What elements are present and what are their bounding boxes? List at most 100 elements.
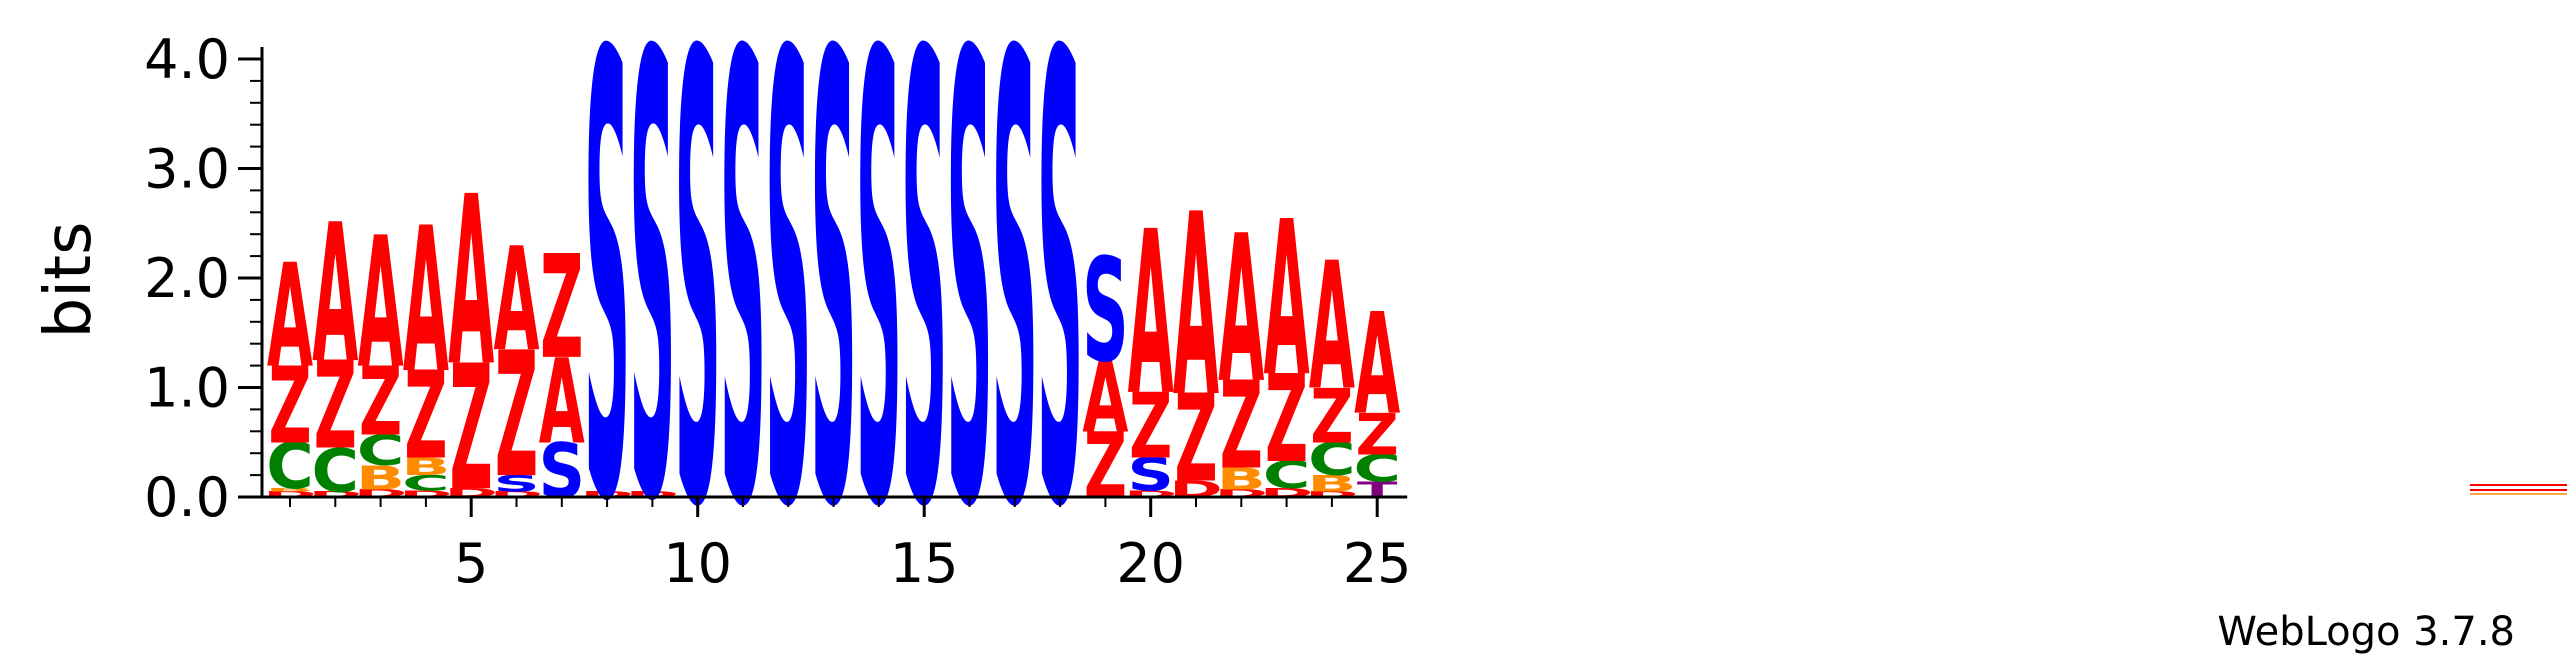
logo-letter-S: S [493, 471, 540, 497]
logo-letter-C: C [1353, 448, 1400, 491]
logo-column-14: S [856, 0, 903, 643]
y-tick-label: 2.0 [144, 247, 230, 310]
logo-letter-Z: Z [1310, 372, 1353, 460]
weblogo-credit: WebLogo 3.7.8 [2217, 609, 2515, 655]
logo-letter-Z: Z [268, 346, 311, 468]
logo-letter-S: S [901, 0, 948, 643]
y-axis: 0.0 1.0 2.0 3.0 4.0 [144, 28, 264, 529]
logo-letter-S: S [765, 0, 812, 643]
logo-letter-D: D [1124, 489, 1178, 500]
logo-letter-C: C [402, 471, 449, 495]
logo-letter-D: D [308, 490, 362, 499]
y-tick-label: 4.0 [144, 28, 230, 91]
logo-letter-A: A [312, 185, 358, 406]
logo-letter-A: A [1354, 284, 1400, 447]
logo-letter-Z: Z [1129, 374, 1172, 479]
y-tick-label: 0.0 [144, 466, 230, 529]
logo-letter-A: A [267, 234, 313, 400]
logo-letter-Z: Z [1265, 351, 1308, 490]
logo-letter-S: S [1037, 0, 1084, 643]
logo-letter-B: B [401, 453, 450, 481]
logo-letter-A: A [1218, 193, 1264, 429]
logo-letter-S: S [1127, 449, 1174, 501]
logo-letter-D: D [626, 490, 680, 499]
logo-letter-D: D [1305, 490, 1359, 499]
logo-letter-A: A [1082, 342, 1128, 455]
logo-letter-Z: Z [404, 347, 447, 486]
logo-column-8: DS [580, 0, 634, 635]
logo-column-12: S [765, 0, 812, 643]
logo-letter-A: A [358, 199, 404, 408]
logo-letter-C: C [312, 436, 359, 506]
logo-column-5: DZA [444, 147, 498, 529]
logo-letter-D: D [399, 489, 453, 500]
logo-column-21: DZA [1169, 160, 1223, 509]
logo-letter-D: D [263, 490, 317, 499]
logo-letter-A: A [493, 217, 539, 383]
logo-letter-C: C [357, 426, 404, 475]
y-tick-label: 3.0 [144, 138, 230, 201]
y-axis-label: bits [32, 222, 106, 339]
logo-letter-Z: Z [314, 337, 357, 476]
logo-letter-S: S [584, 0, 631, 635]
logo-letter-C: C [266, 431, 313, 504]
logo-letter-B: B [265, 487, 314, 492]
logo-column-16: S [946, 0, 993, 643]
x-tick-label: 10 [663, 532, 732, 595]
logo-letter-S: S [946, 0, 993, 643]
logo-letter-S: S [856, 0, 903, 643]
logo-letter-A: A [539, 334, 585, 470]
logo-letter-B: B [356, 459, 405, 498]
tail-marks [2470, 484, 2567, 495]
logo-letter-S: S [629, 0, 676, 635]
logo-letter-A: A [403, 184, 449, 417]
logo-letter-B: B [1217, 461, 1266, 496]
logo-column-17: S [991, 0, 1038, 643]
logo-letter-S: S [810, 0, 857, 643]
logo-letter-Z: Z [1220, 357, 1263, 496]
logo-letter-A: A [1309, 224, 1355, 429]
logo-letter-Z: Z [495, 316, 538, 517]
logo-letter-A: A [1173, 160, 1219, 452]
x-tick-label: 15 [890, 532, 959, 595]
logo-letter-D: D [490, 490, 544, 499]
logo-column-10: S [674, 0, 721, 643]
logo-letter-C: C [1308, 434, 1355, 486]
logo-letter-S: S [720, 0, 767, 643]
logo-letter-D: D [580, 490, 634, 499]
logo-column-11: S [720, 0, 767, 643]
logo-column-15: S [901, 0, 948, 643]
logo-letter-A: A [1128, 183, 1174, 446]
logo-letter-A: A [448, 147, 494, 418]
logo-letter-Z: Z [359, 347, 402, 457]
logo-letter-S: S [1082, 229, 1129, 395]
logo-column-13: S [810, 0, 857, 643]
x-axis: 5 10 15 20 25 [262, 495, 1412, 595]
logo-letter-A: A [1264, 176, 1310, 424]
x-tick-label: 5 [454, 532, 488, 595]
x-tick-label: 25 [1343, 532, 1412, 595]
logo-letter-S: S [991, 0, 1038, 643]
logo-letter-S: S [674, 0, 721, 643]
logo-letter-Z: Z [1356, 401, 1399, 468]
logo-letter-Z: Z [540, 225, 583, 391]
logo-column-9: DS [626, 0, 680, 635]
logo-column-7: SAZ [538, 225, 585, 515]
logo-column-18: S [1037, 0, 1084, 643]
logo-letter-Z: Z [1174, 370, 1217, 509]
logo-letter-C: C [1263, 454, 1310, 497]
logo-column-19: ZAS [1082, 229, 1129, 518]
x-tick-label: 20 [1116, 532, 1185, 595]
y-tick-label: 1.0 [144, 357, 230, 420]
